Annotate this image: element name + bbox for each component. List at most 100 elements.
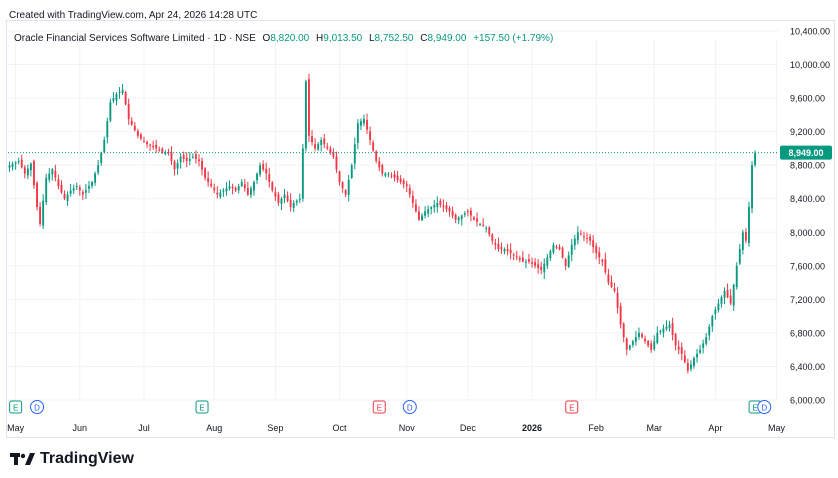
candle-body <box>94 173 97 183</box>
candle-body <box>45 177 48 203</box>
candle-body <box>259 165 262 175</box>
x-tick-label: May <box>768 423 786 433</box>
candle-body <box>625 338 628 350</box>
candle-body <box>78 187 81 191</box>
candle-body <box>311 136 313 143</box>
candle-body <box>460 215 463 219</box>
candle-body <box>11 163 14 168</box>
candle-body <box>616 292 619 308</box>
x-tick-label: Aug <box>206 423 222 433</box>
candle-body <box>51 169 54 175</box>
candle-body <box>109 102 112 121</box>
candle-body <box>500 247 503 250</box>
close-label: C <box>420 33 428 44</box>
candle-body <box>638 332 640 338</box>
candle-body <box>518 257 521 260</box>
candle-body <box>268 174 271 182</box>
x-tick-label: Feb <box>588 423 604 433</box>
candle-body <box>537 264 540 268</box>
candle-body <box>75 186 78 188</box>
candle-body <box>524 261 527 263</box>
open-label: O <box>262 33 271 44</box>
candle-body <box>751 165 753 209</box>
candle-body <box>598 252 601 258</box>
candle-body <box>708 326 711 336</box>
x-tick-label: Oct <box>333 423 348 433</box>
candle-body <box>130 120 133 125</box>
candle-body <box>97 165 100 173</box>
candle-body <box>170 152 173 161</box>
candle-body <box>387 173 390 175</box>
candle-body <box>158 149 161 151</box>
x-tick-label: Mar <box>647 423 663 433</box>
candle-body <box>185 157 188 161</box>
earnings-marker <box>9 400 23 414</box>
candle-body <box>683 355 686 363</box>
change-value: +157.50 (+1.79%) <box>473 33 554 44</box>
candle-body <box>42 200 45 226</box>
candle-body <box>271 182 274 191</box>
earnings-marker-label: E <box>752 404 757 413</box>
dividend-marker <box>402 400 417 414</box>
candle-body <box>228 186 231 189</box>
y-tick-label: 9,600.00 <box>790 94 825 104</box>
symbol-legend: Oracle Financial Services Software Limit… <box>14 33 553 44</box>
tradingview-logo[interactable]: TradingView <box>10 450 134 468</box>
candle-body <box>414 204 417 212</box>
candle-body <box>497 243 500 250</box>
candle-body <box>298 198 301 200</box>
x-tick-label: Sep <box>267 423 283 433</box>
candle-body <box>521 257 524 262</box>
y-tick-label: 7,200.00 <box>790 295 825 305</box>
candle-body <box>201 160 203 170</box>
candle-body <box>182 154 185 159</box>
candle-body <box>552 244 555 253</box>
candle-body <box>726 289 729 298</box>
candle-body <box>699 349 702 353</box>
earnings-marker-label: E <box>569 404 574 413</box>
candle-body <box>210 183 213 187</box>
y-tick-label: 8,800.00 <box>790 161 825 171</box>
y-tick-label: 10,400.00 <box>790 27 830 37</box>
candle-body <box>237 186 240 191</box>
candle-body <box>29 163 32 171</box>
candle-body <box>304 81 307 149</box>
candle-body <box>622 323 625 338</box>
candle-body <box>350 165 353 178</box>
candle-body <box>592 240 595 247</box>
candle-body <box>729 295 732 304</box>
candle-body <box>549 251 552 259</box>
candle-body <box>555 246 558 248</box>
candle-body <box>390 175 393 177</box>
earnings-marker <box>195 400 209 414</box>
candle-body <box>473 217 475 220</box>
close-value: 8,949.00 <box>427 33 467 44</box>
candle-body <box>528 259 530 262</box>
candle-body <box>106 121 109 138</box>
candle-body <box>164 152 167 155</box>
candle-body <box>748 207 750 243</box>
candle-body <box>738 249 741 264</box>
candle-body <box>656 332 659 344</box>
candle-body <box>63 193 66 199</box>
candle-body <box>595 245 598 254</box>
candle-body <box>222 190 225 192</box>
candle-body <box>100 152 103 163</box>
candle-body <box>188 158 191 161</box>
candle-body <box>359 121 362 126</box>
x-tick-label: Nov <box>399 423 416 433</box>
candle-body <box>66 194 69 202</box>
candle-body <box>54 170 57 178</box>
candle-body <box>338 171 341 182</box>
candle-body <box>372 142 375 151</box>
candle-body <box>641 333 643 338</box>
candle-body <box>754 152 757 165</box>
candle-body <box>378 161 381 168</box>
candle-body <box>204 168 207 178</box>
symbol-name: Oracle Financial Services Software Limit… <box>14 33 256 44</box>
candle-body <box>231 186 234 189</box>
price-axis: 10,400.00 10,000.00 9,600.00 9,200.00 8,800.… <box>790 27 830 406</box>
low-label: L <box>368 33 375 44</box>
candle-body <box>72 188 75 191</box>
